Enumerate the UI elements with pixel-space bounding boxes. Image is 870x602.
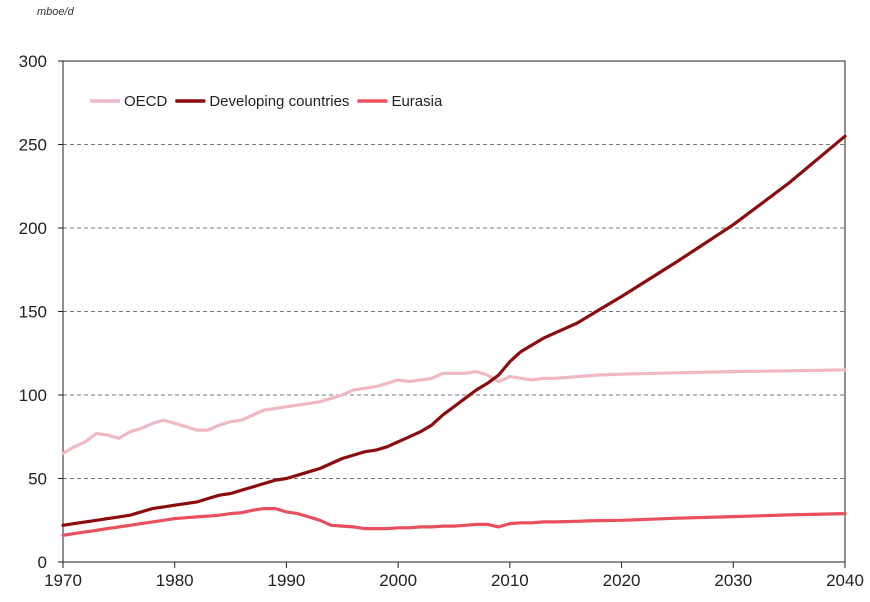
y-tick-label-300: 300 [19, 52, 47, 71]
y-tick-label-0: 0 [38, 553, 47, 572]
x-tick-label-2040: 2040 [826, 571, 864, 590]
series-line-oecd [61, 368, 847, 455]
x-tick-label-2030: 2030 [714, 571, 752, 590]
x-tick-label-1970: 1970 [44, 571, 82, 590]
legend-label-developing-countries: Developing countries [209, 93, 349, 110]
x-tick-label-1990: 1990 [268, 571, 306, 590]
unit-label: mboe/d [37, 6, 74, 18]
x-tick-label-1980: 1980 [156, 571, 194, 590]
series-line-eurasia [61, 507, 847, 537]
gridlines [63, 144, 845, 479]
axes: 0 50 100 150 200 250 300 1970 1980 1990 2000 2010 20… [19, 52, 864, 590]
y-tick-label-250: 250 [19, 136, 47, 155]
legend-label-eurasia: Eurasia [391, 93, 443, 110]
series-lines [61, 134, 847, 537]
series-line-developing-countries [61, 134, 847, 527]
y-tick-label-150: 150 [19, 303, 47, 322]
legend-label-oecd: OECD [124, 93, 168, 110]
y-tick-label-200: 200 [19, 219, 47, 238]
plot-frame [62, 60, 846, 563]
x-tick-label-2010: 2010 [491, 571, 529, 590]
x-tick-label-2020: 2020 [603, 571, 641, 590]
y-tick-label-50: 50 [28, 470, 47, 489]
legend: OECD Developing countries Eurasia [90, 93, 443, 110]
y-tick-label-100: 100 [19, 386, 47, 405]
x-tick-label-2000: 2000 [379, 571, 417, 590]
